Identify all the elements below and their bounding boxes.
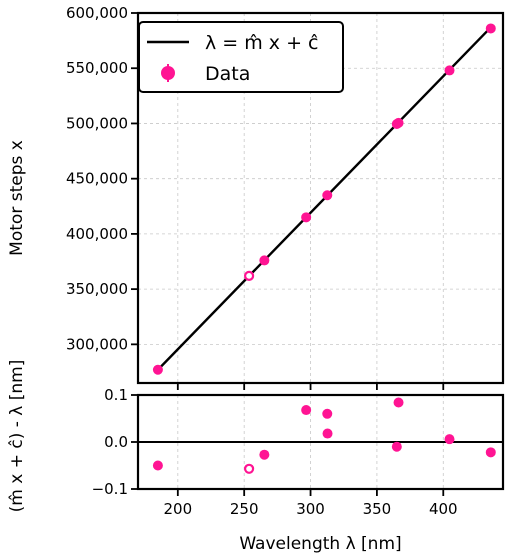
data-point [393, 117, 404, 128]
calibration-plot: 300,000 350,000 400,000 450,000 500,000 550,0… [7, 4, 505, 390]
fit-line [157, 27, 491, 371]
residual-point [485, 447, 496, 458]
residual-point [444, 434, 455, 445]
legend-box [138, 21, 344, 93]
y-tick-label: 300,000 [66, 335, 128, 353]
residual-point [152, 460, 163, 471]
y-tick-label: −0.1 [92, 480, 128, 498]
data-point [152, 364, 163, 375]
residual-point [322, 428, 333, 439]
residuals-x-ticks: 200 250 300 350 400 [163, 489, 458, 518]
y-tick-label: 350,000 [66, 280, 128, 298]
data-point [301, 212, 312, 223]
data-point [485, 23, 496, 34]
residuals-y-ticks: −0.1 0.0 0.1 [92, 386, 138, 498]
legend-data-label: Data [205, 63, 250, 85]
x-tick-label: 350 [363, 500, 392, 518]
residual-point [301, 405, 312, 416]
fit-line-group [157, 27, 491, 371]
calibration-y-ticks: 300,000 350,000 400,000 450,000 500,000 550,0… [66, 4, 138, 353]
data-point-excluded [243, 270, 255, 281]
calibration-y-axis-label: Motor steps x [7, 140, 27, 256]
residual-point-excluded [243, 463, 255, 474]
data-point [259, 255, 270, 266]
legend-fit-label: λ = m̂ x + ĉ [205, 32, 318, 54]
legend-data-swatch [161, 66, 175, 80]
x-tick-label: 200 [163, 500, 192, 518]
residual-point [391, 441, 402, 452]
x-axis-label: Wavelength λ [nm] [239, 534, 401, 554]
residual-point [259, 449, 270, 460]
y-tick-label: 600,000 [66, 4, 128, 22]
data-point [322, 190, 333, 201]
y-tick-label: 400,000 [66, 225, 128, 243]
y-tick-label: 450,000 [66, 170, 128, 188]
residual-points [152, 397, 496, 474]
residual-point [393, 397, 404, 408]
x-tick-label: 250 [230, 500, 259, 518]
residual-point [322, 408, 333, 419]
y-tick-label: 500,000 [66, 114, 128, 132]
calibration-points [152, 23, 496, 375]
data-point [444, 65, 455, 76]
calibration-axes-frame [136, 11, 505, 385]
x-tick-label: 400 [429, 500, 458, 518]
y-tick-label: 550,000 [66, 59, 128, 77]
x-tick-label: 300 [296, 500, 325, 518]
calibration-x-ticks [176, 383, 445, 390]
y-tick-label: 0.0 [104, 433, 128, 451]
legend: λ = m̂ x + ĉ Data [138, 21, 344, 93]
y-tick-label: 0.1 [104, 386, 128, 404]
residuals-y-axis-label: (m̂ x + ĉ) - λ [nm] [7, 360, 27, 513]
residuals-plot: −0.1 0.0 0.1 200 250 300 350 400 (m̂ x + ĉ) - … [7, 360, 505, 554]
